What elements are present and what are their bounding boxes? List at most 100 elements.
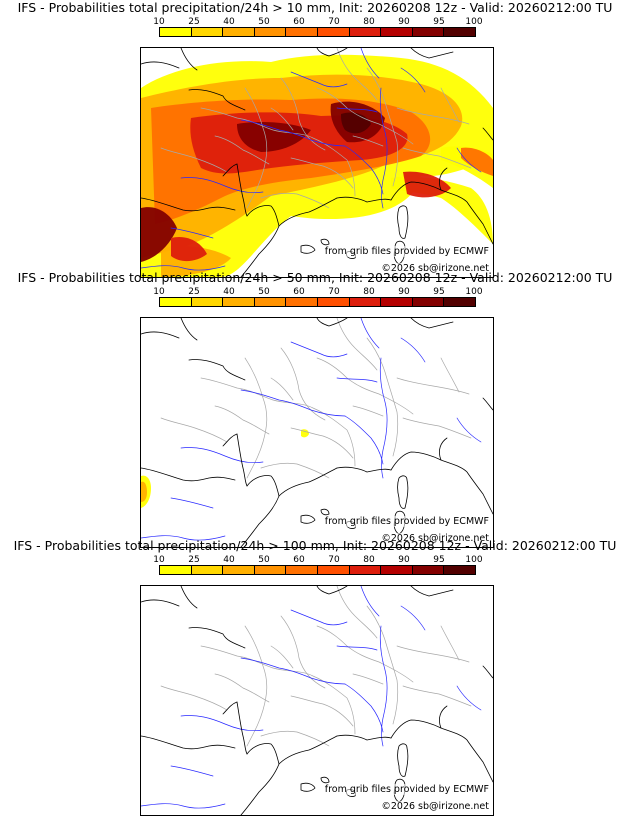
colorbar-swatch	[412, 298, 445, 306]
panel-title: IFS - Probabilities total precipitation/…	[13, 538, 617, 553]
coast-line	[180, 48, 198, 71]
colorbar-swatch	[160, 28, 192, 36]
river-line	[379, 357, 388, 479]
river-line	[290, 71, 348, 88]
panel-100mm: IFS - Probabilities total precipitation/…	[0, 538, 630, 816]
colorbar-tick-label: 100	[465, 555, 483, 565]
coast-line	[336, 466, 392, 473]
coast-line	[222, 701, 238, 715]
coast-line	[222, 433, 238, 447]
coast-line	[439, 167, 448, 191]
colorbar-swatch	[254, 566, 287, 574]
colorbar-tick-label: 95	[433, 555, 445, 565]
probability-map: from grib files provided by ECMWF ©2026 s…	[140, 317, 494, 548]
border-line	[200, 107, 356, 197]
coast-line	[390, 719, 493, 783]
colorbar-tick-label: 70	[328, 17, 340, 27]
coast-line	[316, 318, 348, 327]
coast-line	[316, 48, 348, 57]
coast-line	[316, 586, 348, 595]
island-outline	[320, 508, 330, 516]
river-line	[400, 337, 426, 363]
colorbar-tick-label: 70	[328, 287, 340, 297]
colorbar-tick-label: 10	[153, 287, 165, 297]
coast-line	[222, 163, 238, 177]
probability-area	[461, 147, 493, 176]
colorbar-tick-label: 50	[258, 287, 270, 297]
river-line	[240, 119, 346, 147]
probability-map: from grib files provided by ECMWF ©2026 s…	[140, 585, 494, 816]
colorbar-tick-label: 60	[293, 17, 305, 27]
colorbar-tick-label: 40	[223, 555, 235, 565]
coast-line	[482, 665, 493, 679]
colorbar-tick-label: 95	[433, 17, 445, 27]
colorbar-swatch	[381, 566, 413, 574]
colorbar-tick-label: 25	[188, 287, 200, 297]
border-line	[290, 695, 354, 727]
panel-10mm: IFS - Probabilities total precipitation/…	[0, 0, 630, 278]
colorbar-tick-label: 25	[188, 17, 200, 27]
river-line	[141, 535, 226, 541]
border-line	[244, 87, 268, 209]
colorbar-labels: 10 25 40 50 60 70 80 90 95 100	[153, 17, 482, 27]
coast-line	[180, 318, 198, 341]
river-line	[336, 107, 378, 113]
coast-line	[141, 61, 180, 69]
border-line	[336, 586, 378, 639]
river-line	[170, 497, 214, 509]
river-line	[456, 685, 482, 711]
border-line	[200, 377, 356, 467]
colorbar: 10 25 40 50 60 70 80 90 95 100	[153, 287, 483, 307]
island-outline	[300, 782, 316, 792]
coast-line	[141, 735, 236, 750]
colorbar: 10 25 40 50 60 70 80 90 95 100	[153, 555, 483, 575]
colorbar-swatches	[159, 27, 476, 37]
colorbar-swatch	[286, 28, 318, 36]
island-outline	[300, 244, 316, 254]
colorbar-tick-label: 40	[223, 17, 235, 27]
border-line	[440, 357, 460, 393]
rivers	[141, 48, 482, 271]
rivers	[141, 586, 482, 809]
colorbar-swatch	[349, 298, 382, 306]
colorbar-tick-label: 100	[465, 287, 483, 297]
colorbar-tick-label: 80	[363, 287, 375, 297]
colorbar-tick-label: 50	[258, 555, 270, 565]
colorbar-labels: 10 25 40 50 60 70 80 90 95 100	[153, 555, 482, 565]
coast-line	[236, 701, 248, 755]
coast-line	[336, 734, 392, 741]
coast-line	[410, 318, 454, 329]
border-line	[440, 625, 460, 661]
colorbar-tick-label: 25	[188, 555, 200, 565]
coast-line	[278, 197, 338, 227]
colorbar-tick-label: 60	[293, 555, 305, 565]
copyright-credit: ©2026 sb@irizone.net	[381, 533, 489, 544]
coast-line	[141, 197, 236, 212]
river-line	[240, 657, 346, 685]
river-line	[141, 265, 226, 271]
colorbar-tick-label: 90	[398, 555, 410, 565]
border-line	[366, 605, 399, 725]
river-line	[400, 67, 426, 93]
coast-line	[236, 163, 248, 217]
border-line	[160, 417, 228, 443]
coast-line	[188, 359, 246, 381]
coast-line	[410, 586, 454, 597]
colorbar-swatch	[381, 28, 413, 36]
border-line	[260, 730, 330, 747]
colorbar-swatch	[317, 298, 350, 306]
river-line	[360, 586, 380, 617]
river-line	[336, 645, 378, 651]
colorbar-tick-label: 80	[363, 555, 375, 565]
colorbar-swatches	[159, 297, 476, 307]
river-line	[379, 87, 388, 209]
coast-line	[188, 627, 246, 649]
probability-area	[141, 481, 147, 502]
probability-map: from grib files provided by ECMWF ©2026 s…	[140, 47, 494, 278]
colorbar-swatch	[160, 566, 192, 574]
colorbar-tick-label: 95	[433, 287, 445, 297]
source-credit: from grib files provided by ECMWF	[324, 246, 489, 257]
map-drawing	[141, 318, 493, 547]
probability-area	[391, 176, 493, 244]
colorbar-tick-label: 90	[398, 17, 410, 27]
